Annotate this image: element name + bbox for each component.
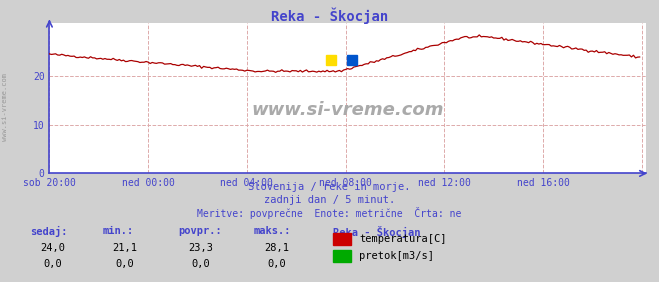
Text: 24,0: 24,0 bbox=[40, 243, 65, 252]
Text: Reka - Škocjan: Reka - Škocjan bbox=[333, 226, 420, 238]
Text: 28,1: 28,1 bbox=[264, 243, 289, 252]
Text: 0,0: 0,0 bbox=[192, 259, 210, 269]
Text: povpr.:: povpr.: bbox=[178, 226, 221, 235]
Text: 0,0: 0,0 bbox=[268, 259, 286, 269]
Text: www.si-vreme.com: www.si-vreme.com bbox=[251, 101, 444, 119]
Text: Reka - Škocjan: Reka - Škocjan bbox=[271, 7, 388, 24]
Text: temperatura[C]: temperatura[C] bbox=[359, 234, 447, 244]
Text: 23,3: 23,3 bbox=[188, 243, 214, 252]
Text: 21,1: 21,1 bbox=[113, 243, 138, 252]
Text: sedaj:: sedaj: bbox=[30, 226, 67, 237]
Text: 0,0: 0,0 bbox=[43, 259, 62, 269]
Text: 0,0: 0,0 bbox=[116, 259, 134, 269]
Text: Meritve: povprečne  Enote: metrične  Črta: ne: Meritve: povprečne Enote: metrične Črta:… bbox=[197, 207, 462, 219]
Text: www.si-vreme.com: www.si-vreme.com bbox=[2, 73, 9, 141]
Text: min.:: min.: bbox=[102, 226, 133, 235]
Text: zadnji dan / 5 minut.: zadnji dan / 5 minut. bbox=[264, 195, 395, 204]
Text: pretok[m3/s]: pretok[m3/s] bbox=[359, 251, 434, 261]
Text: Slovenija / reke in morje.: Slovenija / reke in morje. bbox=[248, 182, 411, 192]
Text: maks.:: maks.: bbox=[254, 226, 291, 235]
